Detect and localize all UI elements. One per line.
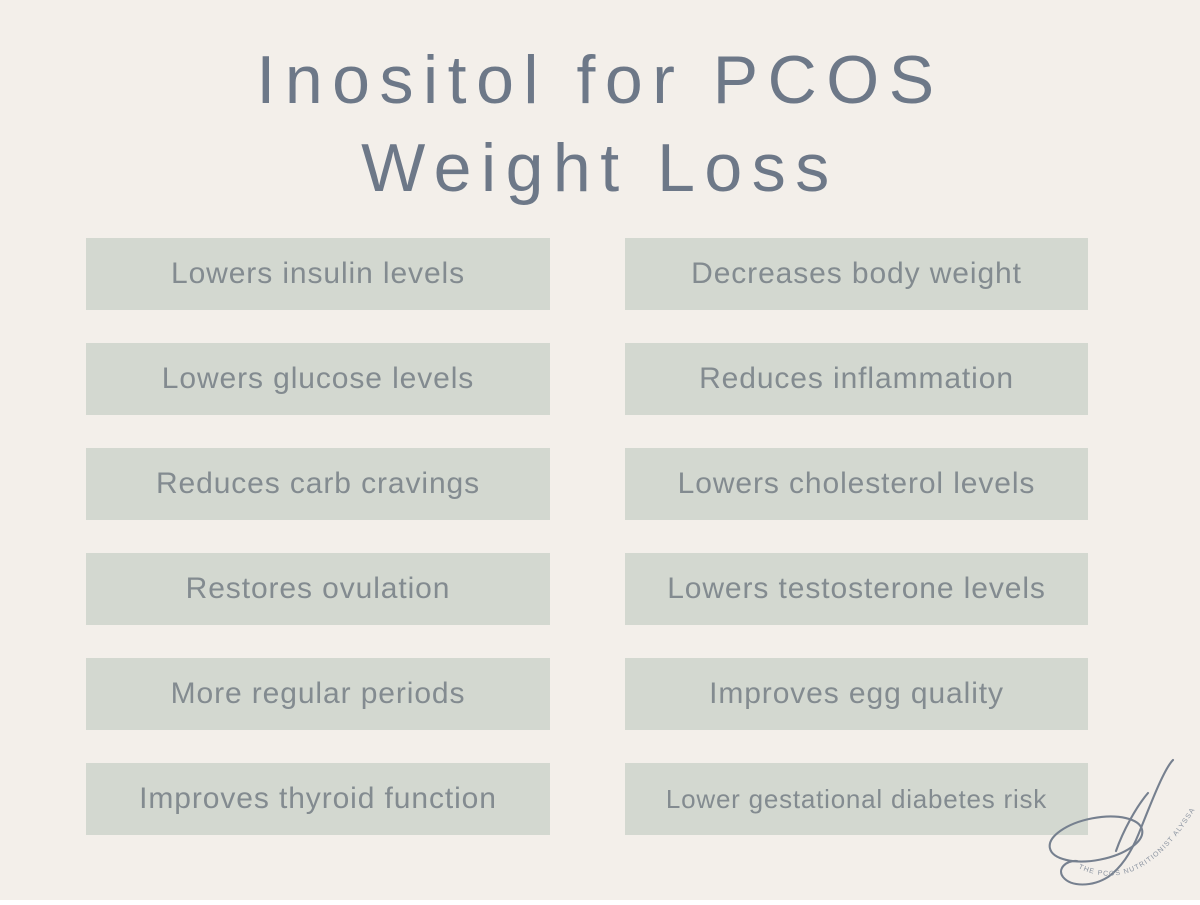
benefit-box: Reduces carb cravings [86, 448, 550, 520]
benefit-box: Restores ovulation [86, 553, 550, 625]
benefit-box: Lowers glucose levels [86, 343, 550, 415]
benefit-label: Lowers glucose levels [161, 362, 475, 395]
benefit-label: Improves egg quality [709, 677, 1004, 710]
benefit-label: Lowers testosterone levels [667, 572, 1046, 605]
benefit-label: Decreases body weight [691, 257, 1022, 290]
benefit-label: Reduces inflammation [699, 362, 1014, 395]
benefit-label: Improves thyroid function [139, 782, 497, 815]
benefit-box: Decreases body weight [625, 238, 1088, 310]
benefit-box: Lowers insulin levels [86, 238, 550, 310]
benefit-label: Lowers cholesterol levels [677, 467, 1036, 500]
benefit-label: Lower gestational diabetes risk [665, 783, 1048, 814]
benefit-label: More regular periods [170, 677, 466, 710]
benefit-box: Improves thyroid function [86, 763, 550, 835]
logo-monogram-a-icon [1048, 758, 1175, 886]
benefit-label: Restores ovulation [185, 572, 451, 605]
benefit-box: Lowers cholesterol levels [625, 448, 1088, 520]
page-title-line-1: Inositol for PCOS [256, 42, 944, 118]
benefit-box: Lowers testosterone levels [625, 553, 1088, 625]
brand-logo: THE PCOS NUTRITIONIST ALYSSA [1042, 756, 1200, 900]
benefit-box: More regular periods [86, 658, 550, 730]
page-title: Inositol for PCOS Weight Loss [0, 36, 1200, 212]
page-title-line-2: Weight Loss [361, 130, 839, 206]
benefits-grid: Lowers insulin levels Decreases body wei… [86, 238, 1088, 835]
benefit-label: Reduces carb cravings [155, 467, 481, 500]
benefit-box: Lower gestational diabetes risk [625, 763, 1088, 835]
benefit-box: Reduces inflammation [625, 343, 1088, 415]
benefit-box: Improves egg quality [625, 658, 1088, 730]
benefit-label: Lowers insulin levels [170, 257, 466, 290]
